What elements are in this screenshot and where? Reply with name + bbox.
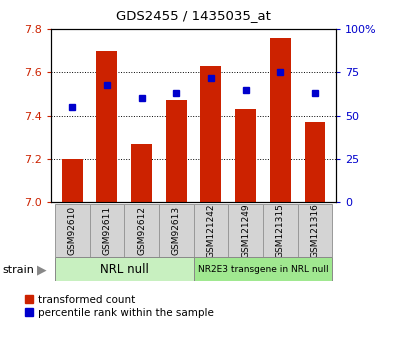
Text: NRL null: NRL null	[100, 263, 149, 276]
Bar	[201, 66, 221, 202]
Bar	[55, 257, 194, 281]
Text: GSM92613: GSM92613	[172, 206, 181, 255]
Text: GDS2455 / 1435035_at: GDS2455 / 1435035_at	[116, 9, 271, 22]
Text: ▶: ▶	[37, 263, 47, 276]
Text: GSM92610: GSM92610	[68, 206, 77, 255]
Bar	[228, 204, 263, 257]
Bar	[194, 257, 332, 281]
Text: GSM121316: GSM121316	[310, 203, 320, 258]
Bar	[305, 122, 325, 202]
Bar	[235, 109, 256, 202]
Bar	[62, 159, 83, 202]
Text: GSM121249: GSM121249	[241, 203, 250, 258]
Legend: transformed count, percentile rank within the sample: transformed count, percentile rank withi…	[25, 295, 214, 318]
Bar	[131, 144, 152, 202]
Bar	[194, 204, 228, 257]
Bar	[263, 204, 297, 257]
Text: GSM92612: GSM92612	[137, 206, 146, 255]
Text: NR2E3 transgene in NRL null: NR2E3 transgene in NRL null	[198, 265, 328, 274]
Bar	[55, 204, 90, 257]
Text: GSM121315: GSM121315	[276, 203, 285, 258]
Bar	[124, 204, 159, 257]
Bar	[297, 204, 332, 257]
Text: GSM121242: GSM121242	[207, 203, 215, 257]
Bar	[90, 204, 124, 257]
Bar	[270, 38, 291, 202]
Text: strain: strain	[2, 265, 34, 275]
Text: GSM92611: GSM92611	[102, 206, 111, 255]
Bar	[166, 100, 186, 202]
Bar	[159, 204, 194, 257]
Bar	[96, 51, 117, 202]
